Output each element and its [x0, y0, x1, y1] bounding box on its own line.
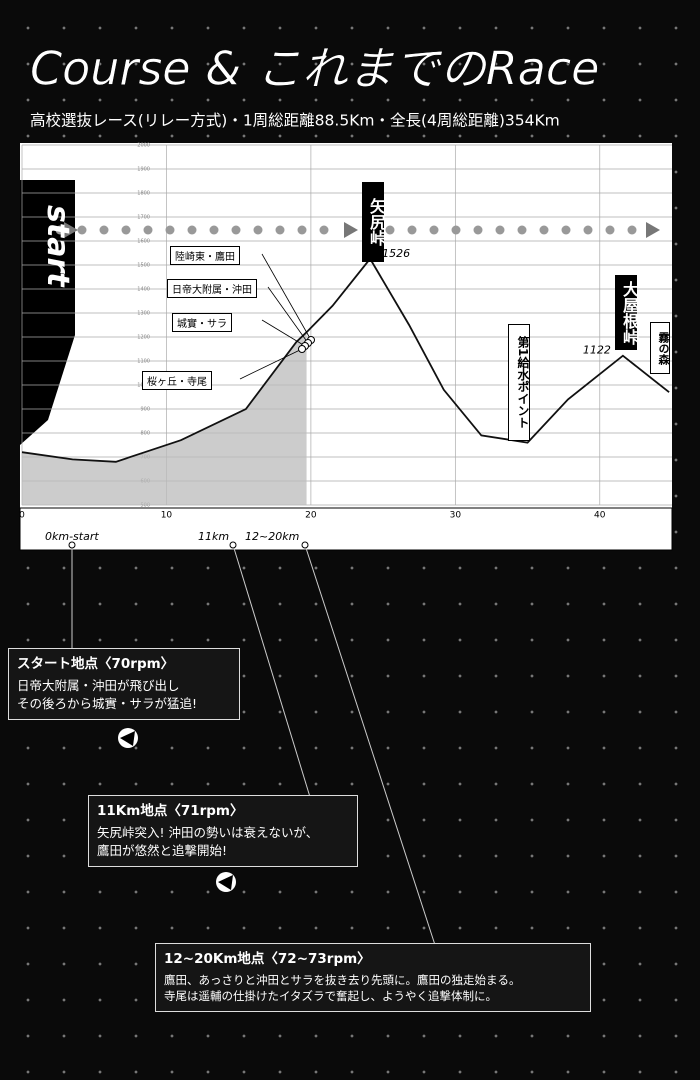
- course-dot: [451, 225, 461, 235]
- x-marker-label: 11km: [198, 530, 229, 543]
- note-line: 寺尾は遥輔の仕掛けたイタズラで奮起し、ようやく追撃体制に。: [164, 989, 498, 1004]
- course-arrow: [646, 222, 660, 238]
- course-dot: [407, 225, 417, 235]
- course-dot: [231, 225, 241, 235]
- course-dot: [77, 225, 87, 235]
- note: 12~20Km地点〈72~73rpm〉鷹田、あっさりと沖田とサラを抜き去り先頭に…: [155, 943, 591, 1012]
- leader: [261, 319, 306, 347]
- course-dot: [55, 225, 65, 235]
- y-tick-label: 1400: [137, 287, 150, 293]
- course-dot: [297, 225, 307, 235]
- y-tick-label: 1500: [137, 263, 150, 269]
- shaded-area: [22, 332, 307, 505]
- y-tick-label: 500: [140, 503, 150, 509]
- y-tick-label: 1600: [137, 239, 150, 245]
- leader: [304, 544, 436, 946]
- x-tick-label: 30: [450, 511, 462, 521]
- water-label: 第1給水ポイント: [508, 324, 530, 441]
- course-arrow: [344, 222, 358, 238]
- course-dot: [627, 225, 637, 235]
- course-dot: [121, 225, 131, 235]
- note-heading: 12~20Km地点〈72~73rpm〉: [164, 951, 371, 967]
- course-dot: [187, 225, 197, 235]
- note-line: 鷹田、あっさりと沖田とサラを抜き去り先頭に。鷹田の独走始まる。: [164, 972, 521, 987]
- course-dot: [253, 225, 263, 235]
- course-dot: [385, 225, 395, 235]
- x-axis-strip: [19, 507, 673, 551]
- course-dot: [605, 225, 615, 235]
- rider-label: 桜ヶ丘・寺尾: [142, 371, 212, 390]
- value-label: 1526: [382, 247, 410, 260]
- course-dot: [495, 225, 505, 235]
- course-dot: [209, 225, 219, 235]
- y-tick-label: 1200: [137, 335, 150, 341]
- x-tick-label: 40: [594, 511, 606, 521]
- x-tick-label: 10: [161, 511, 173, 521]
- start-label: start: [40, 205, 75, 287]
- y-tick-label: 1300: [137, 311, 150, 317]
- x-marker-label: 12~20km: [245, 530, 299, 543]
- y-tick-label: 1900: [137, 167, 150, 173]
- x-tick-label: 0: [19, 511, 25, 521]
- x-tick-label: 20: [305, 511, 317, 521]
- note-heading: スタート地点〈70rpm〉: [17, 656, 175, 672]
- leader: [232, 544, 311, 798]
- leader: [261, 253, 312, 341]
- rider-label: 日帝大附属・沖田: [167, 279, 257, 298]
- pass-label: 大屋根峠: [615, 275, 639, 350]
- y-tick-label: 800: [140, 431, 150, 437]
- course-dot: [143, 225, 153, 235]
- course-dot: [473, 225, 483, 235]
- course-dot: [539, 225, 549, 235]
- x-marker: [301, 541, 309, 549]
- y-tick-label: 2000: [137, 143, 150, 149]
- y-tick-label: 1800: [137, 191, 150, 197]
- x-marker: [68, 541, 76, 549]
- icon: [218, 875, 233, 890]
- leader: [267, 286, 309, 344]
- rider-marker: [298, 345, 306, 353]
- course-arrow: [64, 222, 78, 238]
- x-marker: [229, 541, 237, 549]
- course-dot: [165, 225, 175, 235]
- icon: [120, 731, 135, 746]
- note-line: 日帝大附属・沖田が飛び出し: [17, 677, 180, 693]
- rider-label: 城實・サラ: [172, 313, 232, 332]
- course-dot: [275, 225, 285, 235]
- leader: [239, 348, 303, 380]
- x-marker-label: 0km-start: [45, 530, 99, 543]
- chart-title: Course & これまでのRace: [30, 42, 599, 96]
- elevation-line: [21, 257, 670, 463]
- note: 11Km地点〈71rpm〉矢尻峠突入! 沖田の勢いは衰えないが、 鷹田が悠然と追撃…: [88, 795, 358, 867]
- course-dot: [99, 225, 109, 235]
- note-line: 鷹田が悠然と追撃開始!: [97, 842, 228, 858]
- course-dot: [583, 225, 593, 235]
- note-heading: 11Km地点〈71rpm〉: [97, 803, 244, 819]
- note-line: 矢尻峠突入! 沖田の勢いは衰えないが、: [97, 824, 319, 840]
- pass-label: 矢尻峠: [362, 182, 386, 262]
- rider-label: 陸崎東・鷹田: [170, 246, 240, 265]
- y-tick-label: 1100: [137, 359, 150, 365]
- course-dot: [561, 225, 571, 235]
- course-dot: [429, 225, 439, 235]
- note: スタート地点〈70rpm〉 日帝大附属・沖田が飛び出しその後ろから城實・サラが猛追…: [8, 648, 240, 720]
- note-line: その後ろから城實・サラが猛追!: [17, 695, 198, 711]
- chart-subtitle: 高校選抜レース(リレー方式)・1周総距離88.5Km・全長(4周総距離)354K…: [30, 112, 560, 130]
- y-tick-label: 900: [140, 407, 150, 413]
- value-label: 1122: [583, 344, 611, 357]
- course-dot: [517, 225, 527, 235]
- forest-label: 霧の森: [650, 322, 670, 374]
- y-tick-label: 1700: [137, 215, 150, 221]
- start-flag: [20, 180, 75, 445]
- course-dot: [319, 225, 329, 235]
